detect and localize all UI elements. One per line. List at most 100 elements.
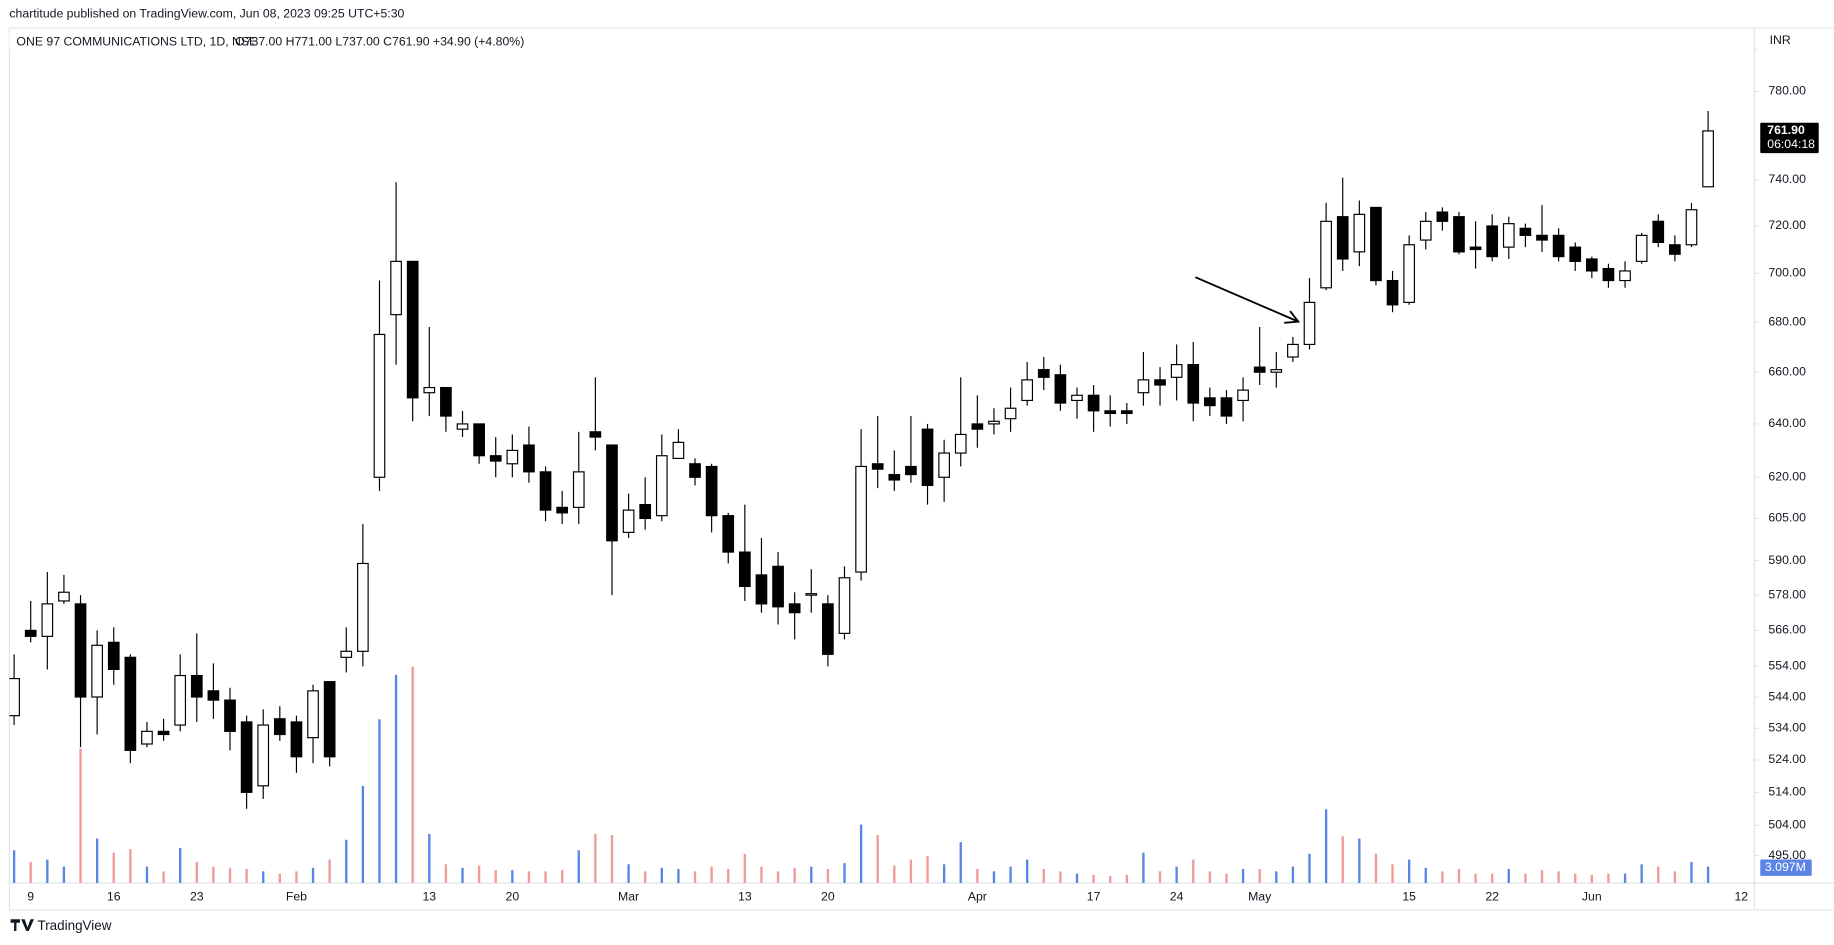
candle-body <box>1137 379 1150 394</box>
volume-bar <box>1557 871 1560 884</box>
candle-body <box>755 574 768 605</box>
volume-bar <box>560 870 564 884</box>
volume-bar <box>245 868 248 884</box>
volume-bar <box>627 864 630 884</box>
x-tick-label: Jun <box>1582 889 1602 903</box>
volume-bar <box>527 871 531 884</box>
y-tick-label: 554.00 <box>1768 659 1806 673</box>
candle-body <box>91 644 103 698</box>
candle-body <box>124 656 137 751</box>
volume-bar <box>1341 836 1344 884</box>
y-tick-label: 495.00 <box>1768 848 1806 862</box>
candle-body <box>373 333 386 478</box>
volume-bar <box>1524 873 1527 884</box>
candle-body <box>838 577 851 634</box>
volume-bar <box>1258 868 1261 884</box>
y-tick-label: 578.00 <box>1768 587 1806 601</box>
y-tick-label: 524.00 <box>1768 752 1806 766</box>
candle-body <box>1685 209 1698 246</box>
candle-layer <box>9 110 1714 809</box>
candle-body <box>74 603 87 698</box>
candle-body <box>224 699 236 732</box>
candle-body <box>1287 343 1299 358</box>
volume-bar <box>577 850 580 884</box>
last-volume-box <box>1760 859 1812 876</box>
arrow-line <box>1194 276 1299 323</box>
symbol: ONE 97 COMMUNICATIONS LTD, 1D, NSE <box>16 34 257 48</box>
volume-bar <box>195 861 198 884</box>
volume-bar <box>1690 861 1693 884</box>
candle-body <box>639 504 652 520</box>
candle-body <box>1436 211 1449 222</box>
candle-body <box>390 260 402 316</box>
candle-body <box>921 428 934 487</box>
y-tick-label: 620.00 <box>1768 470 1806 484</box>
logo <box>10 919 34 931</box>
volume-bar <box>1192 859 1195 884</box>
volume-bar <box>361 785 365 884</box>
volume-bar <box>1308 853 1311 884</box>
candle-body <box>1469 246 1482 251</box>
y-tick-label: 720.00 <box>1768 218 1806 232</box>
candle-body <box>772 565 784 608</box>
volume-bar <box>1607 873 1610 884</box>
candle-body <box>822 603 834 655</box>
volume-bar <box>959 842 962 884</box>
volume-bar <box>926 856 929 884</box>
candle-body <box>9 677 20 717</box>
price-axis: 495.00 504.00 514.00 524.00 534.00 544.00 554.… <box>1754 41 1806 862</box>
volume-bar <box>793 867 796 884</box>
volume-bar <box>610 835 614 884</box>
candle-body <box>539 471 552 511</box>
volume-bar <box>909 859 913 884</box>
candle-body <box>1237 389 1249 402</box>
candle-body <box>954 433 967 454</box>
last-price-box <box>1760 122 1819 154</box>
volume-bar <box>461 867 464 884</box>
volume-bar <box>1092 874 1095 884</box>
candle-body <box>273 718 286 736</box>
volume-bar <box>1059 871 1062 884</box>
candle-body <box>705 465 718 517</box>
volume-bar <box>295 871 298 884</box>
candle-body <box>1320 220 1332 289</box>
publisher: chartitude published on TradingView.com,… <box>9 6 404 20</box>
candle-body <box>1154 379 1166 386</box>
volume-bar <box>1374 853 1378 884</box>
y-tick-label: 640.00 <box>1768 416 1806 430</box>
x-tick-label: 20 <box>506 889 520 903</box>
candle-body <box>622 509 635 533</box>
volume-bar <box>62 866 66 884</box>
y-tick-label: 544.00 <box>1768 689 1806 703</box>
y-tick-label: 740.00 <box>1768 172 1806 186</box>
x-tick-label: Apr <box>968 889 987 903</box>
candle-body <box>556 506 569 514</box>
candle-body <box>1253 366 1266 373</box>
volume-bar <box>1042 868 1045 884</box>
volume-bar <box>644 871 647 884</box>
volume-bar <box>262 871 265 884</box>
candle-body <box>340 650 353 658</box>
volume-bar <box>760 866 763 884</box>
volume-bar <box>1324 809 1328 884</box>
candle-body <box>24 629 37 637</box>
y-tick-label: 660.00 <box>1768 364 1806 378</box>
x-tick-label: 9 <box>27 889 34 903</box>
ohlc: O737.00 H771.00 L737.00 C761.90 +34.90 (… <box>235 34 524 48</box>
candle-body <box>357 562 369 652</box>
candle-body <box>190 674 203 698</box>
candle-body <box>1087 394 1100 412</box>
volume-bar <box>976 868 979 884</box>
candle-body <box>589 431 602 438</box>
volume-bar <box>1407 859 1411 884</box>
volume-bar <box>1026 859 1029 884</box>
y-tick-label: 605.00 <box>1768 511 1806 525</box>
volume-bar <box>95 838 99 884</box>
candle-body <box>655 455 668 517</box>
candle-body <box>473 423 485 457</box>
volume-bar <box>511 870 514 884</box>
candle-body <box>988 420 1000 425</box>
volume-bar <box>893 865 896 884</box>
